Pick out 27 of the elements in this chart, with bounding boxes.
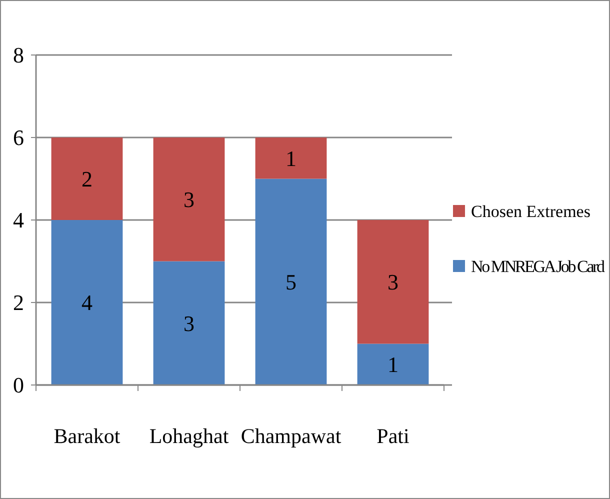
data-label: 1 [388,352,398,378]
data-label: 3 [184,187,194,212]
x-tick-label: Pati [376,424,410,448]
bar [357,220,429,344]
bar [51,220,123,385]
data-label: 4 [82,290,92,316]
legend-label: Chosen Extremes [471,202,590,221]
data-label: 1 [286,146,296,171]
x-tick-label: Lohaghat [149,424,229,448]
bar [357,344,429,385]
y-tick-label: 0 [13,372,24,398]
data-label: 5 [286,270,296,295]
y-tick-label: 4 [13,208,24,233]
bar [255,178,327,385]
bar [153,138,225,262]
data-label: 3 [388,270,398,295]
data-label: 2 [82,166,92,192]
y-tick-label: 8 [13,42,24,68]
bar [255,138,327,179]
bar [51,138,123,220]
x-tick-label: Barakot [54,424,120,448]
x-tick-label: Champawat [240,424,342,448]
legend-label: No MNREGA Job Card [471,256,606,276]
y-tick-label: 2 [13,290,24,316]
bar [153,261,225,385]
data-label: 3 [184,310,194,336]
y-tick-label: 6 [13,125,24,150]
